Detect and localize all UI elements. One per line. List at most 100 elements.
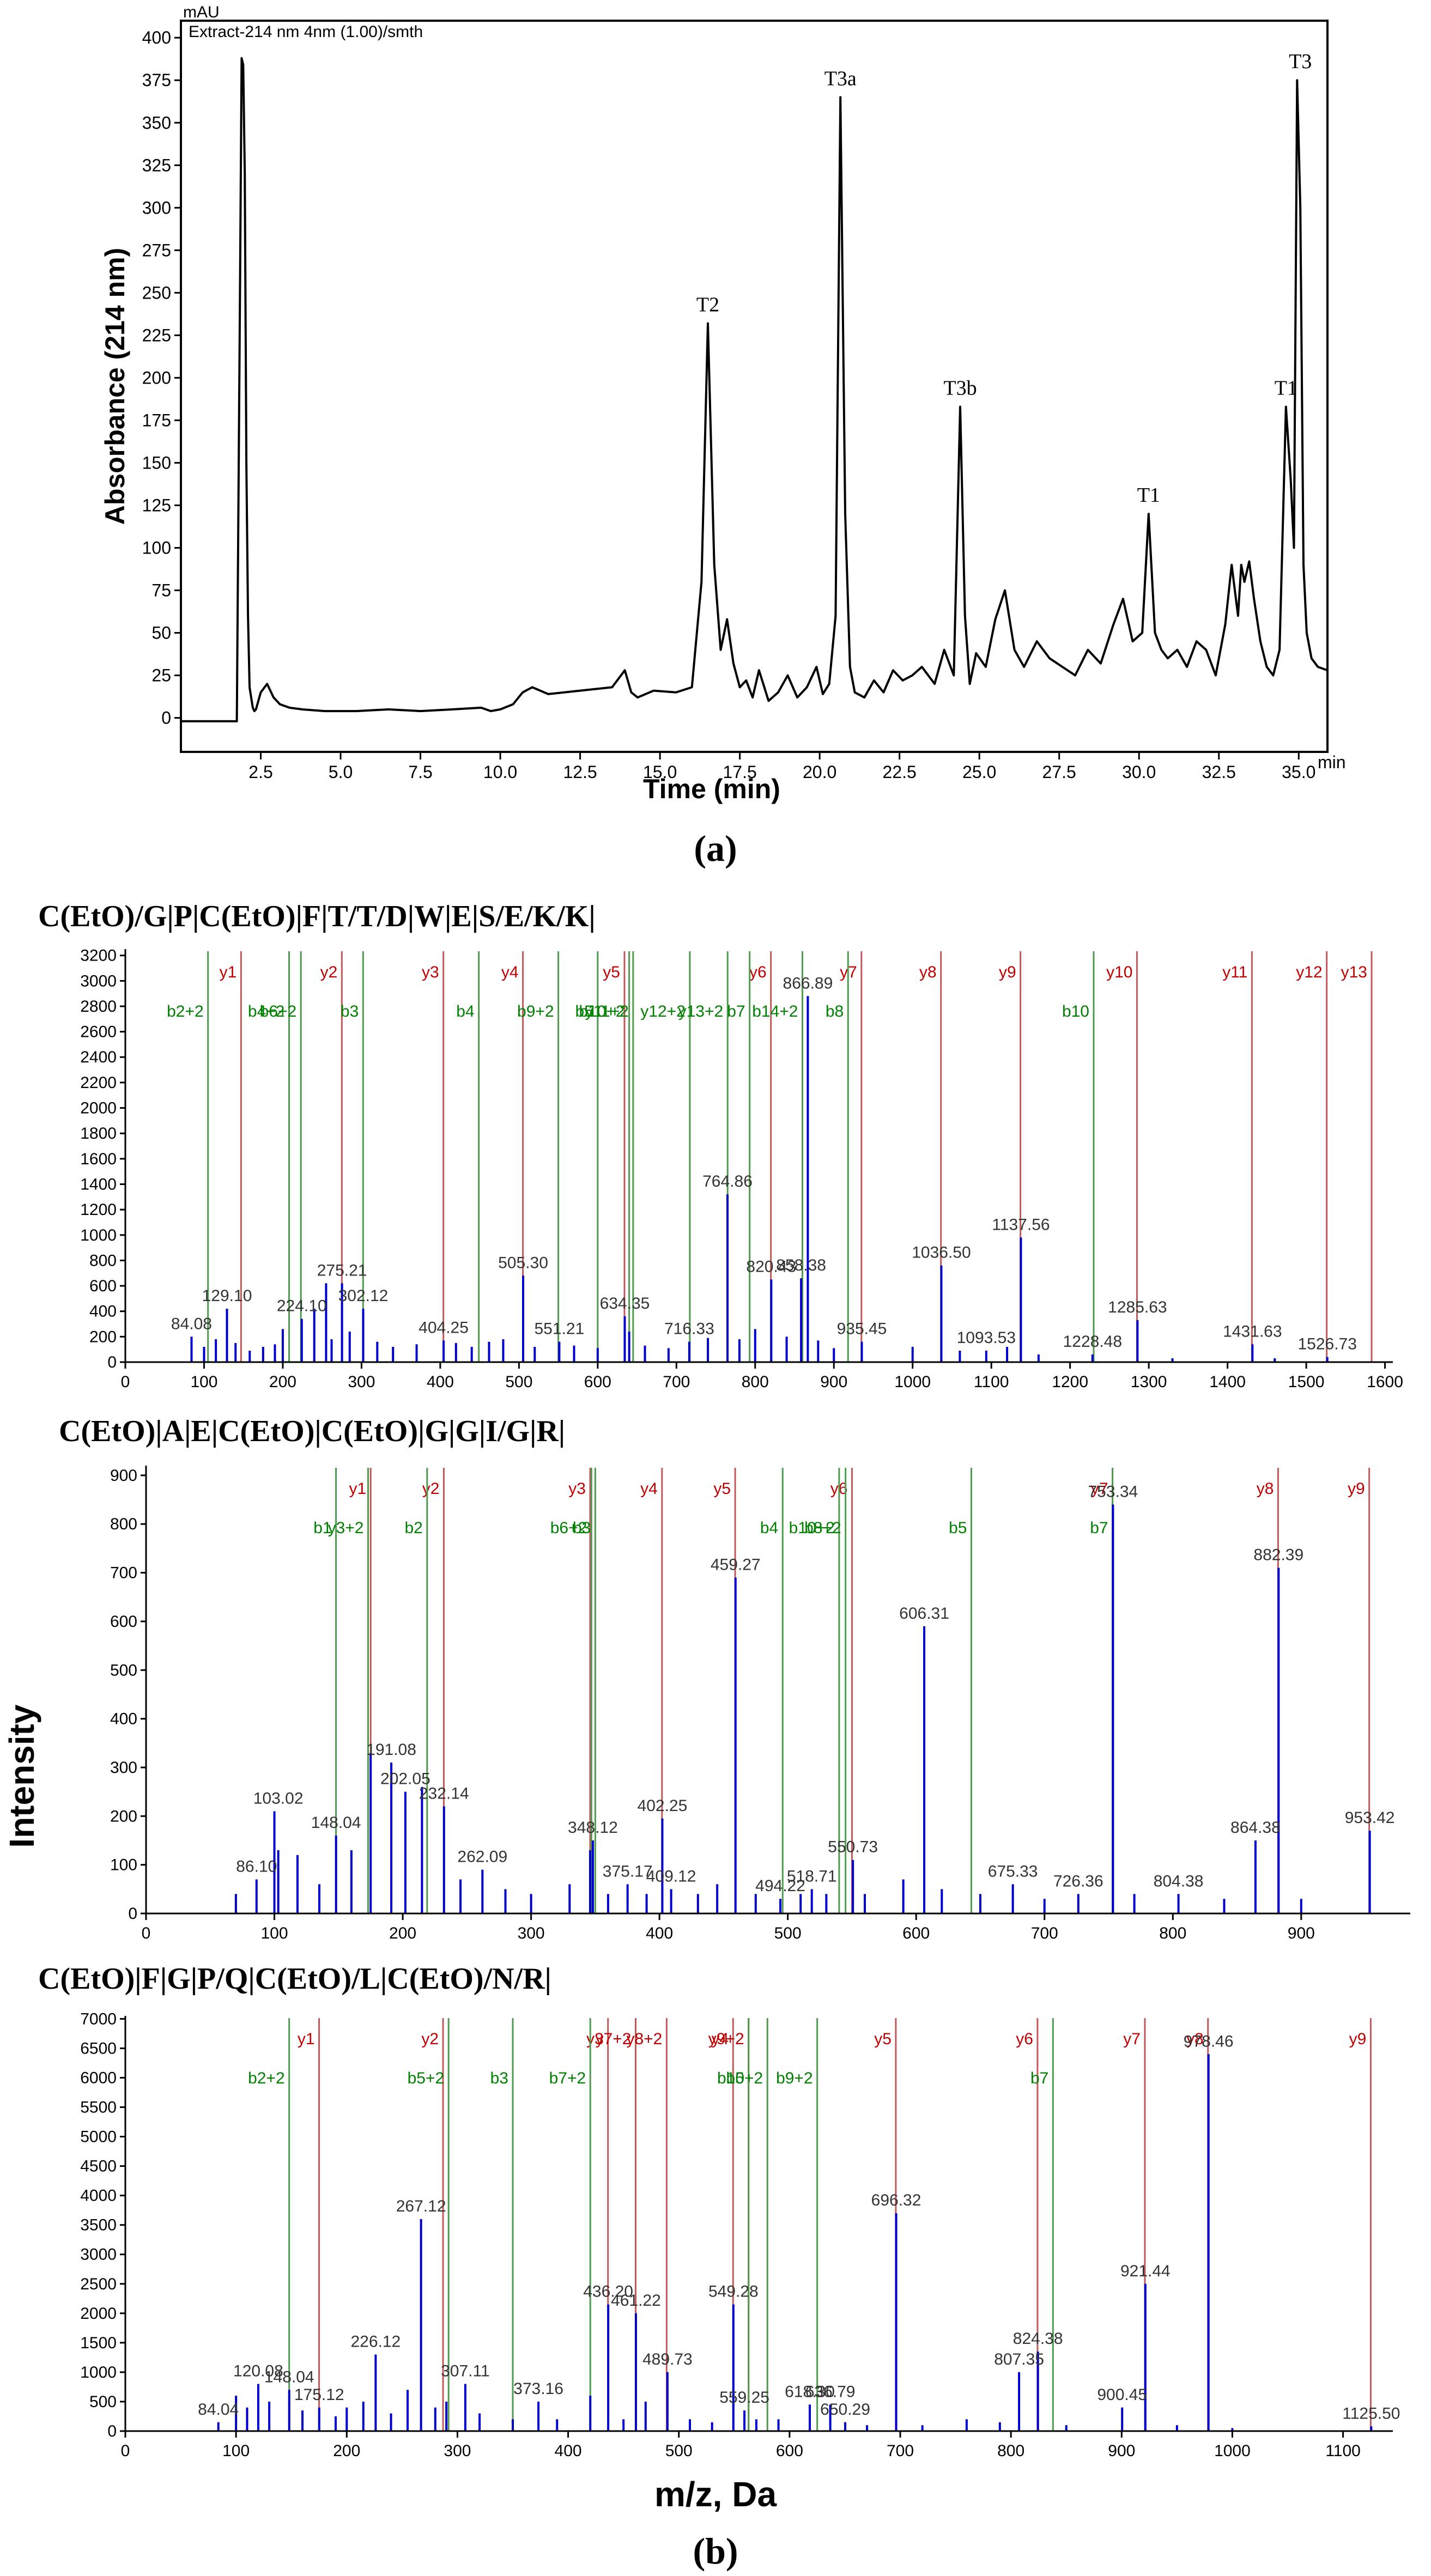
spectrum-y-tick-label: 1200: [80, 1201, 117, 1219]
y-ion-label: y6: [749, 963, 767, 981]
b-ion-label: b7: [727, 1003, 745, 1020]
y-ion-label: y1: [349, 1480, 366, 1498]
y-ion-label: y12: [1296, 963, 1322, 981]
spectrum-x-tick-label: 600: [902, 1924, 930, 1942]
spectrum-y-tick-label: 3200: [80, 947, 117, 965]
b-ion-label: b10+2: [789, 1519, 835, 1537]
spectrum-x-tick-label: 500: [665, 2442, 693, 2460]
spectrum-x-tick-label: 800: [742, 1373, 769, 1391]
spectrum-x-tick-label: 1100: [974, 1373, 1009, 1391]
spectrum-2-panel: C(EtO)|A|E|C(EtO)|C(EtO)|G|G|I/G|R| y1 y2 y…: [59, 1414, 1410, 1942]
spectrum-x-tick-label: 1600: [1367, 1373, 1403, 1391]
chromatogram-x-tick-label: 35.0: [1282, 762, 1315, 782]
b-ion-label: b10+2: [579, 1003, 624, 1020]
peak-mz-label: 402.25: [638, 1797, 688, 1815]
spectrum-x-tick-label: 700: [663, 1373, 690, 1391]
peak-mz-label: 129.10: [202, 1287, 252, 1305]
spectrum-y-tick-label: 6500: [80, 2039, 117, 2057]
spectrum-x-tick-label: 0: [121, 2442, 130, 2460]
spectrum-x-tick-label: 200: [333, 2442, 360, 2460]
peak-mz-label: 226.12: [350, 2332, 401, 2350]
peak-mz-label: 191.08: [366, 1741, 416, 1759]
peak-mz-label: 103.02: [253, 1789, 304, 1807]
y-ion-label: y11: [1222, 963, 1247, 981]
spectrum-x-tick-label: 300: [348, 1373, 375, 1391]
b-ion-label: b4: [456, 1003, 474, 1020]
peak-mz-label: 307.11: [441, 2362, 490, 2380]
peak-mz-label: 866.89: [783, 974, 833, 992]
b-ion-label: b7: [1090, 1519, 1108, 1537]
y-ion-label: y9: [1348, 1480, 1365, 1498]
peak-mz-label: 753.34: [1088, 1483, 1138, 1500]
b-ion-label: b5: [726, 2069, 744, 2087]
spectrum-y-tick-label: 2200: [80, 1074, 117, 1092]
peak-mz-label: 461.22: [611, 2292, 661, 2310]
spectrum-y-tick-label: 400: [89, 1303, 117, 1321]
b-ion-label: b10: [1062, 1003, 1089, 1020]
spectrum-title: C(EtO)|F|G|P/Q|C(EtO)/L|C(EtO)/N/R|: [38, 1962, 551, 1996]
spectrum-y-tick-label: 200: [89, 1328, 117, 1346]
chromatogram-x-tick-label: 22.5: [883, 762, 917, 782]
y-ion-label: y5: [874, 2030, 892, 2048]
y-ion-label: y8: [1257, 1480, 1274, 1498]
peak-mz-label: 148.04: [264, 2368, 314, 2386]
b-ion-label: b2+2: [167, 1003, 204, 1020]
y-ion-label: y8: [919, 963, 937, 981]
peak-mz-label: 978.46: [1184, 2032, 1234, 2050]
spectrum-x-tick-label: 500: [774, 1924, 802, 1942]
spectrum-x-tick-label: 900: [1288, 1924, 1315, 1942]
b-ion-label: b9+2: [517, 1003, 554, 1020]
peak-mz-label: 1125.50: [1342, 2404, 1400, 2422]
y-ion-label: y7+2: [596, 2030, 632, 2048]
spectrum-y-tick-label: 1500: [80, 2334, 117, 2352]
panel-b-label: (b): [693, 2530, 738, 2572]
b-ion-label: y13+2: [678, 1003, 724, 1020]
peak-mz-label: 409.12: [646, 1867, 696, 1885]
spectrum-title: C(EtO)/G|P|C(EtO)|F|T/T/D|W|E|S/E/K/K|: [38, 900, 596, 933]
chromatogram-y-tick-label: 375: [142, 70, 171, 90]
spectra-y-label: Intensity: [2, 1704, 41, 1848]
chromatogram-x-label: Time (min): [643, 774, 780, 804]
spectrum-y-tick-label: 3000: [80, 2246, 117, 2264]
spectrum-y-tick-label: 0: [128, 1905, 137, 1923]
peak-mz-label: 86.10: [236, 1857, 277, 1875]
spectrum-y-tick-label: 2800: [80, 998, 117, 1016]
chromatogram-y-tick-label: 350: [142, 113, 171, 132]
spectrum-x-tick-label: 1100: [1325, 2442, 1361, 2460]
peak-mz-label: 550.73: [828, 1838, 878, 1856]
peak-annotation: T1: [1275, 376, 1297, 399]
y-ion-label: y7: [1091, 1480, 1108, 1498]
peak-mz-label: 864.38: [1230, 1819, 1281, 1837]
peak-mz-label: 935.45: [837, 1320, 887, 1338]
chromatogram-x-tick-label: 32.5: [1202, 762, 1236, 782]
peak-annotation: T2: [696, 294, 719, 317]
chromatogram-x-tick-label: 12.5: [563, 762, 597, 782]
spectrum-y-tick-label: 800: [110, 1515, 137, 1533]
chromatogram-y-tick-label: 325: [142, 155, 171, 175]
peak-mz-label: 820.43: [746, 1257, 796, 1275]
spectrum-y-tick-label: 4500: [80, 2158, 117, 2176]
b-ion-label: b3: [573, 1519, 591, 1537]
y-ion-label: y10: [1106, 963, 1132, 981]
b-ion-label: b2+2: [248, 2069, 285, 2087]
peak-mz-label: 675.33: [988, 1862, 1038, 1880]
b-ion-label: b9+2: [776, 2069, 813, 2087]
y-ion-label: y9+2: [708, 2030, 744, 2048]
spectrum-3-panel: C(EtO)|F|G|P/Q|C(EtO)/L|C(EtO)/N/R| y1 y2 y…: [38, 1962, 1400, 2460]
peak-annotation: T3: [1289, 50, 1312, 73]
peak-mz-label: 120.08: [233, 2362, 283, 2380]
panel-a-label: (a): [694, 828, 737, 869]
spectrum-y-tick-label: 5500: [80, 2099, 117, 2117]
peak-mz-label: 302.12: [338, 1287, 389, 1305]
spectrum-x-tick-label: 400: [555, 2442, 582, 2460]
peak-mz-label: 275.21: [317, 1261, 367, 1279]
peak-mz-label: 1093.53: [957, 1329, 1016, 1347]
chromatogram-y-tick-label: 100: [142, 538, 171, 557]
spectrum-title: C(EtO)|A|E|C(EtO)|C(EtO)|G|G|I/G|R|: [59, 1414, 565, 1448]
chromatogram-y-tick-label: 125: [142, 495, 171, 515]
spectrum-x-tick-label: 1000: [894, 1373, 931, 1391]
chromatogram-y-tick-label: 300: [142, 198, 171, 217]
spectrum-x-tick-label: 400: [427, 1373, 454, 1391]
chromatogram-y-tick-label: 0: [161, 708, 171, 728]
b-ion-label: y3+2: [328, 1519, 364, 1537]
